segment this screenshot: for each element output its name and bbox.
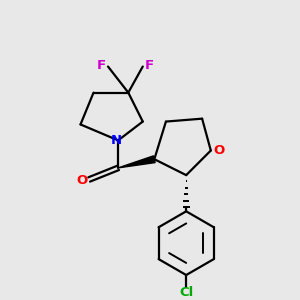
Text: O: O — [76, 174, 88, 188]
Text: F: F — [145, 58, 154, 72]
Text: Cl: Cl — [179, 286, 193, 299]
Polygon shape — [118, 156, 155, 168]
Text: N: N — [111, 134, 122, 147]
Text: F: F — [97, 58, 106, 72]
Text: O: O — [213, 144, 224, 157]
